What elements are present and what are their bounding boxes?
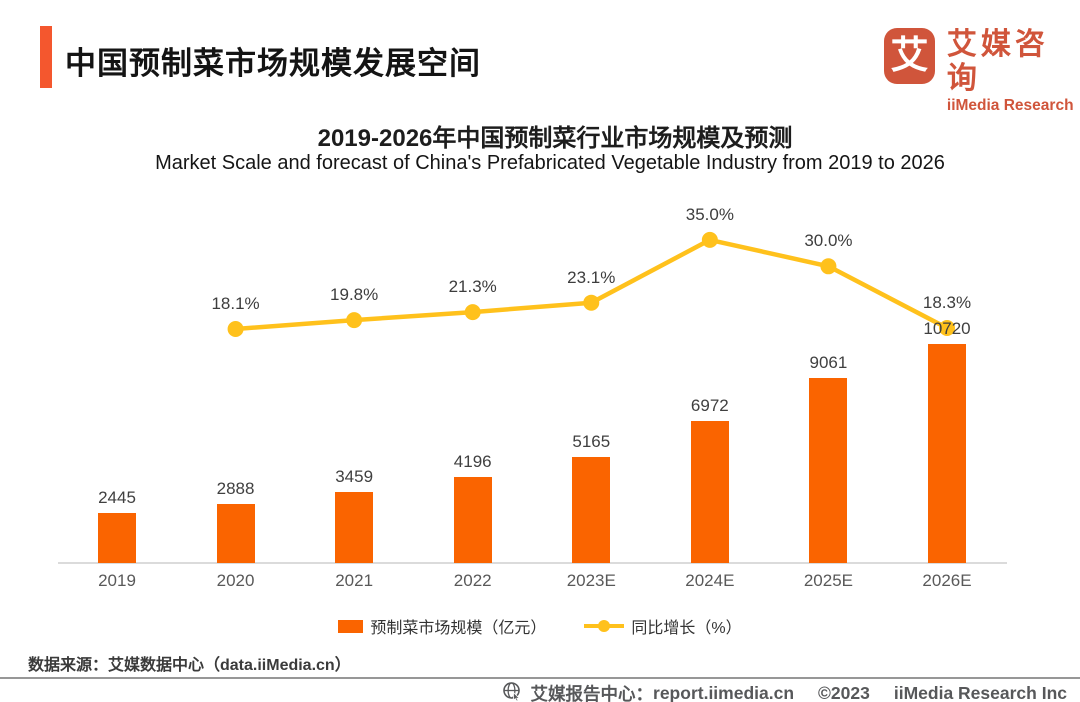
x-axis-label-2022: 2022 <box>453 571 492 590</box>
data-source-note: 数据来源：艾媒数据中心（data.iiMedia.cn） <box>28 657 351 674</box>
chart-legend: 预制菜市场规模（亿元） 同比增长（%） <box>0 614 1080 638</box>
globe-cursor-icon <box>502 681 522 702</box>
x-axis-label-2023E: 2023E <box>566 571 616 590</box>
growth-label-2023E: 23.1% <box>567 267 616 287</box>
growth-label-2025E: 30.0% <box>804 231 853 251</box>
bar-value-label-2020: 2888 <box>216 479 255 498</box>
x-axis-label-2021: 2021 <box>335 571 374 590</box>
x-axis-label-2026E: 2026E <box>922 571 972 590</box>
bar-2021 <box>335 492 374 563</box>
x-axis-line <box>58 562 1007 564</box>
growth-label-2020: 18.1% <box>211 294 260 313</box>
bar-value-label-2026E: 10720 <box>923 319 971 338</box>
growth-label-2021: 19.8% <box>330 285 379 305</box>
bar-2026E <box>928 344 966 563</box>
iimedia-logo-icon: 艾 <box>884 28 935 84</box>
bar-value-label-2019: 2445 <box>98 488 136 508</box>
bar-value-label-2024E: 6972 <box>690 395 729 415</box>
bar-value-label-2021: 3459 <box>335 467 374 487</box>
bar-2024E <box>690 420 729 563</box>
bar-2025E <box>809 377 848 563</box>
x-axis-label-2024E: 2024E <box>685 571 735 590</box>
bar-2022 <box>453 477 492 563</box>
x-axis-label-2020: 2020 <box>216 571 255 590</box>
chart-subtitle: Market Scale and forecast of China's Pre… <box>155 152 945 174</box>
legend-item-market-scale: 预制菜市场规模（亿元） <box>338 614 546 638</box>
page-footer: 艾媒报告中心： report.iimedia.cn ©2023 iiMedia R… <box>502 681 1067 702</box>
bar-value-label-2023E: 5165 <box>572 432 611 452</box>
growth-label-2024E: 35.0% <box>685 204 734 224</box>
bar-2020 <box>216 504 255 563</box>
logo-glyph: 艾 <box>890 35 929 77</box>
legend-item-growth: 同比增长（%） <box>584 614 742 638</box>
legend-label-market-scale: 预制菜市场规模（亿元） <box>370 620 547 637</box>
footer-company: iiMedia Research Inc <box>893 683 1067 702</box>
page-title: 中国预制菜市场规模发展空间 <box>65 46 481 81</box>
logo-name-cn: 艾媒咨询 <box>946 28 1049 95</box>
x-axis-label-2025E: 2025E <box>803 571 853 590</box>
bar-value-label-2025E: 9061 <box>809 352 848 372</box>
footer-report-center-label: 艾媒报告中心： <box>530 684 654 702</box>
footer-report-url: report.iimedia.cn <box>653 683 795 702</box>
growth-label-2022: 21.3% <box>448 277 497 297</box>
bar-2019 <box>98 513 136 563</box>
chart-title: 2019-2026年中国预制菜行业市场规模及预测 <box>317 125 793 152</box>
line-series-swatch <box>584 620 625 632</box>
title-accent-bar <box>40 26 52 88</box>
iimedia-logo: 艾 艾媒咨询 iiMedia Research <box>884 28 1080 115</box>
x-axis-label-2019: 2019 <box>98 571 136 590</box>
bar-series-swatch <box>338 619 364 633</box>
bar-2023E <box>572 457 611 563</box>
line-swatch-dot <box>598 620 611 632</box>
bar-value-label-2022: 4196 <box>453 452 492 472</box>
logo-text: 艾媒咨询 iiMedia Research <box>947 28 1080 115</box>
logo-name-en: iiMedia Research <box>946 97 1074 114</box>
legend-label-growth: 同比增长（%） <box>631 620 742 637</box>
footer-divider <box>0 677 1080 679</box>
footer-copyright: ©2023 <box>818 683 870 702</box>
growth-label-2026E: 18.3% <box>922 292 972 312</box>
